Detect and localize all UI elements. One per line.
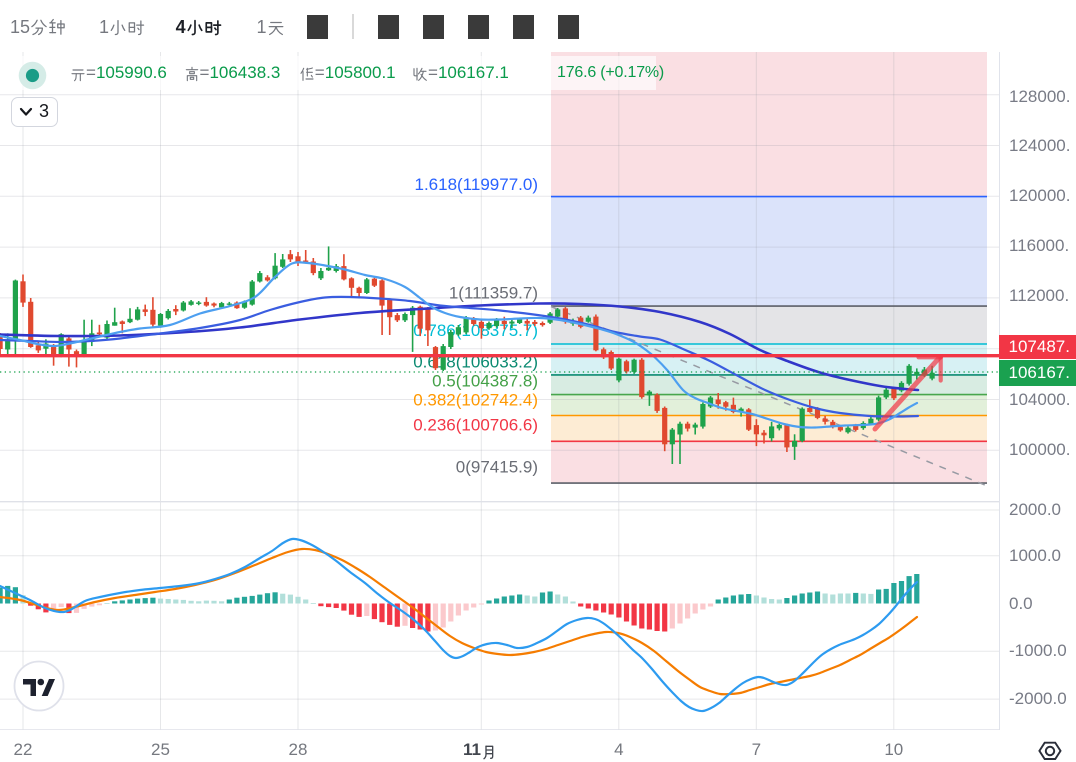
svg-text:0.236(100706.6): 0.236(100706.6) [413,416,538,435]
svg-text:1(111359.7): 1(111359.7) [449,283,538,302]
svg-text:0.5(104387.8): 0.5(104387.8) [432,372,538,391]
svg-text:1.618(119977.0): 1.618(119977.0) [414,175,538,194]
svg-text:0(97415.9): 0(97415.9) [456,458,538,477]
svg-text:0.382(102742.4): 0.382(102742.4) [413,391,538,410]
svg-text:0.786(108375.7): 0.786(108375.7) [413,321,538,340]
